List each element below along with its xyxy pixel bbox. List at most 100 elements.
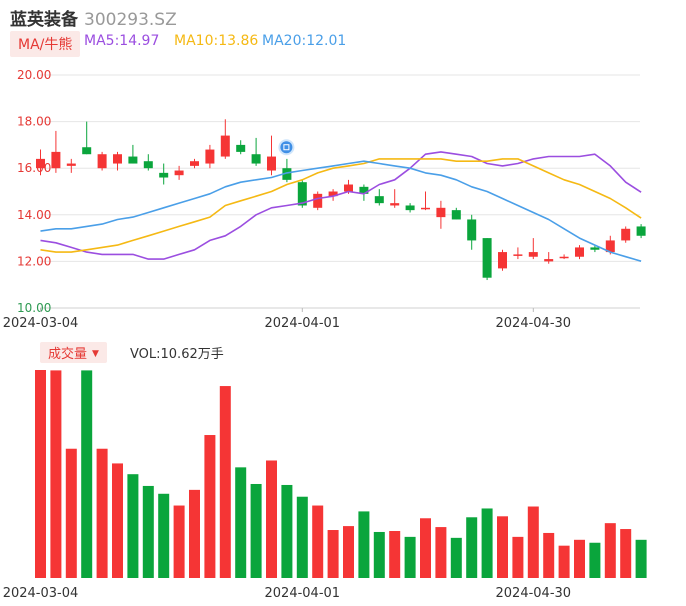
volume-bars [35,370,647,578]
volume-indicator-selector[interactable]: 成交量 ▼ [40,342,107,363]
volume-bar [620,529,632,578]
ma10-legend: MA10:13.86 [174,33,259,49]
volume-bar [343,526,354,578]
volume-date-tick-label: 2024-04-30 [496,586,572,601]
volume-bar [219,386,231,578]
candle-body [482,238,492,278]
volume-bar [466,517,478,578]
candle-body [251,154,261,164]
candle-body [236,144,246,152]
candle-body [467,219,477,241]
candle-body [544,259,554,262]
stock-title: 蓝英装备 300293.SZ [10,5,177,30]
candle-body [621,228,631,241]
volume-bar [112,463,123,578]
volume-bar [543,532,555,578]
ma5-line [40,151,642,260]
candlestick-series [36,119,646,281]
candle-body [590,247,600,250]
candle-body [528,252,538,257]
volume-bar [266,460,277,578]
volume-bar [373,531,385,578]
volume-bar [527,506,539,578]
stock-name: 蓝英装备 [10,10,78,30]
candle-body [297,182,307,206]
volume-bar [65,448,77,578]
volume-bar [281,484,293,578]
candle-body [113,154,122,164]
volume-bar [435,527,447,578]
volume-bar [404,536,416,578]
volume-bar [235,467,247,578]
candle-body [282,168,292,180]
candle-body [143,161,153,169]
candle-body [267,156,276,171]
price-tick-label: 12.00 [17,254,51,268]
candle-body [575,247,584,257]
volume-bar [389,530,401,578]
candle-body [559,256,569,259]
price-tick-label: 14.00 [17,208,51,222]
candle-marker-icon[interactable] [278,139,295,156]
ma5-legend: MA5:14.97 [84,33,160,49]
candle-body [51,151,61,169]
candle-body [636,226,646,236]
ma20-line [40,160,642,262]
price-tick-label: 20.00 [17,68,51,82]
ma20-legend: MA20:12.01 [262,33,347,49]
volume-date-tick-label: 2024-03-04 [3,586,79,601]
volume-bar [189,489,200,578]
candle-body [328,191,338,197]
candle-body [436,207,446,218]
candle-body [359,186,369,194]
candle-body [174,170,184,176]
volume-bar [50,370,62,578]
caret-down-icon: ▼ [92,349,99,359]
candle-body [159,172,169,178]
volume-value-label: VOL:10.62万手 [130,347,224,362]
stock-code: 300293.SZ [84,10,177,30]
volume-bar [127,474,139,578]
candle-body [374,196,384,204]
volume-bar [173,505,185,578]
volume-bar [512,536,524,578]
ma10-line [40,158,642,253]
volume-date-tick-label: 2024-04-01 [265,586,341,601]
date-axis: 2024-03-04 2024-04-01 2024-04-30 [3,308,571,331]
candle-body [97,154,107,169]
volume-date-axis: 2024-03-04 2024-04-01 2024-04-30 [3,586,571,601]
candle-body [605,240,615,253]
price-tick-label: 16.00 [17,161,51,175]
candle-body [220,135,230,157]
candle-body [128,156,138,164]
volume-bar [35,370,46,578]
price-grid [40,74,640,309]
candle-body [421,207,430,210]
candle-body [513,254,523,256]
moving-average-lines [40,151,642,262]
candle-body [313,193,323,208]
volume-bar [358,511,370,578]
volume-bar [296,496,308,578]
candle-body [82,147,92,155]
volume-bar [327,530,339,578]
volume-bar [204,435,216,578]
candle-body [451,210,461,220]
volume-bar [574,539,585,578]
candle-body [498,252,507,269]
volume-bar [450,537,462,578]
candle-body [344,184,353,192]
volume-bar [81,370,93,578]
candle-body [66,163,76,166]
volume-bar [481,508,493,578]
volume-bar [635,539,647,578]
volume-bar [96,448,108,578]
candle-body [190,161,199,166]
marker-glyph [283,144,290,151]
volume-bar [420,518,431,578]
ma-indicator-selector[interactable]: MA/牛熊 [10,31,81,57]
candle-body [36,158,45,169]
date-tick-label: 2024-04-01 [265,316,341,331]
volume-bar [158,493,170,578]
